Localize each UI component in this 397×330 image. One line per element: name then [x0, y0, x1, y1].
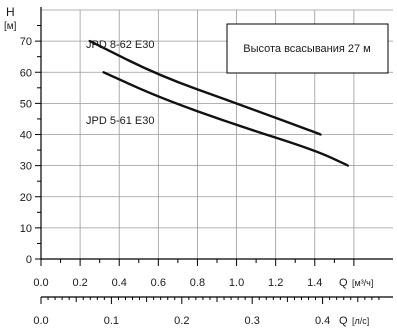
x-tick-label-m3h: 1.0	[229, 277, 244, 289]
y-tick-label: 0	[26, 254, 32, 266]
series-label-2: JPD 5-61 E30	[86, 115, 154, 127]
annotation-text: Высота всасывания 27 м	[243, 43, 371, 55]
y-tick-label: 40	[20, 130, 32, 142]
series-line-2	[102, 71, 350, 167]
x-axis-label-ls: Q	[339, 315, 348, 327]
y-tick-label: 10	[20, 223, 32, 235]
x-tick-label-m3h: 0.6	[151, 277, 166, 289]
x-axis-unit-ls: [л/с]	[352, 316, 369, 326]
curves	[88, 39, 350, 167]
x-tick-label-m3h: 0.8	[190, 277, 205, 289]
axes	[35, 7, 393, 304]
labels: 0 10 20 30 40 50 60 70 H [м] 0.0 0.2 0.4 0.6 0.8 1.0 1.2…	[4, 5, 389, 327]
series-label-1: JPD 8-62 E30	[86, 39, 154, 51]
x-axis-unit-m3h: [м³/ч]	[352, 278, 373, 288]
y-axis-unit: [м]	[4, 21, 17, 32]
y-axis-title: H	[6, 5, 15, 19]
annotation-box	[226, 23, 389, 74]
x-tick-label-m3h: 0.4	[112, 277, 127, 289]
x-tick-label-m3h: 0.2	[72, 277, 87, 289]
x-tick-label-ls: 0.4	[315, 315, 330, 327]
y-tick-label: 20	[20, 192, 32, 204]
x-tick-label-m3h: 0.0	[33, 277, 48, 289]
y-tick-label: 70	[20, 36, 32, 48]
y-tick-label: 60	[20, 67, 32, 79]
series-line-1	[88, 39, 322, 136]
y-tick-label: 50	[20, 98, 32, 110]
x-tick-label-ls: 0.2	[174, 315, 189, 327]
x-tick-label-ls: 0.0	[33, 315, 48, 327]
x-tick-label-ls: 0.3	[245, 315, 260, 327]
y-tick-label: 30	[20, 161, 32, 173]
x-axis-label-m3h: Q	[339, 277, 348, 289]
x-tick-label-ls: 0.1	[104, 315, 119, 327]
x-tick-label-m3h: 1.4	[307, 277, 322, 289]
x-tick-label-m3h: 1.2	[268, 277, 283, 289]
